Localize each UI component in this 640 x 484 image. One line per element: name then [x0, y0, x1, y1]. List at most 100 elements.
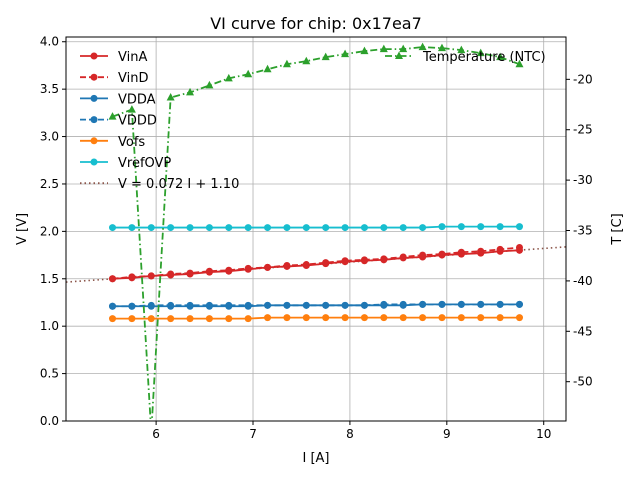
y-tick-label: 4.0	[40, 35, 59, 49]
y-tick-label: 0.5	[40, 367, 59, 381]
temperature-point	[321, 52, 330, 61]
data-point-vrefovp	[109, 224, 117, 232]
data-point-vind	[302, 261, 310, 269]
temperature-point	[127, 105, 136, 113]
data-point-vddd	[477, 300, 485, 308]
data-point-vofs	[205, 315, 213, 323]
data-point-vind	[264, 263, 272, 271]
data-point-vrefovp	[205, 224, 213, 232]
data-point-vrefovp	[128, 224, 136, 232]
y-axis-right-label: T [C]	[610, 213, 625, 245]
series-line-vddd	[112, 303, 520, 308]
data-point-vind	[399, 253, 407, 261]
data-point-vddd	[128, 302, 136, 310]
data-point-vofs	[380, 314, 388, 322]
y-right-tick-label: -40	[573, 274, 593, 288]
data-point-vddd	[419, 300, 427, 308]
data-point-vind	[147, 272, 155, 280]
legend-marker-vind	[90, 73, 98, 81]
data-point-vind	[186, 269, 194, 277]
legend-label-vrefovp: VrefOVP	[118, 156, 171, 171]
y-tick-label: 2.5	[40, 177, 59, 191]
data-point-vddd	[109, 302, 117, 310]
data-point-vofs	[477, 314, 485, 322]
data-point-vddd	[360, 301, 368, 309]
y-tick-label: 1.0	[40, 319, 59, 333]
data-point-vofs	[283, 314, 291, 322]
data-point-vrefovp	[244, 224, 252, 232]
data-point-vind	[225, 266, 233, 274]
data-point-vrefovp	[225, 224, 233, 232]
temperature-point	[205, 80, 214, 89]
data-point-vind	[419, 251, 427, 259]
series-line-vofs	[112, 316, 520, 320]
data-point-vofs	[128, 315, 136, 323]
temperature-point	[476, 48, 485, 57]
x-axis-label: I [A]	[302, 451, 329, 466]
data-point-vind	[380, 255, 388, 263]
temperature-point	[399, 44, 408, 53]
temperature-point	[437, 43, 446, 52]
temperature-point	[302, 56, 311, 65]
data-point-vrefovp	[380, 224, 388, 232]
legend-label-vina: VinA	[118, 50, 147, 65]
data-point-vind	[341, 257, 349, 265]
data-point-vddd	[457, 300, 465, 308]
data-point-vofs	[244, 315, 252, 323]
data-point-vddd	[186, 301, 194, 309]
data-point-vofs	[399, 314, 407, 322]
data-point-vind	[167, 270, 175, 278]
data-point-vofs	[264, 314, 272, 322]
y-right-tick-label: -30	[573, 173, 593, 187]
x-tick-label: 8	[346, 427, 354, 441]
data-point-vddd	[147, 301, 155, 309]
data-point-vind	[477, 247, 485, 255]
plot-frame	[65, 36, 567, 422]
x-tick-label: 7	[249, 427, 257, 441]
data-point-vrefovp	[264, 224, 272, 232]
data-point-vofs	[225, 315, 233, 323]
data-point-vind	[515, 243, 523, 251]
data-point-vrefovp	[477, 223, 485, 231]
data-point-vddd	[302, 301, 310, 309]
x-tick-label: 9	[443, 427, 451, 441]
data-point-vind	[360, 256, 368, 264]
data-point-vrefovp	[341, 224, 349, 232]
data-point-vddd	[515, 300, 523, 308]
series-line-vrefovp	[112, 225, 520, 229]
x-tick-label: 6	[152, 427, 160, 441]
data-point-vrefovp	[438, 223, 446, 231]
temperature-line	[112, 46, 520, 421]
temperature-point	[457, 45, 466, 54]
data-point-vrefovp	[399, 224, 407, 232]
temperature-point	[341, 49, 350, 58]
data-point-vrefovp	[283, 224, 291, 232]
data-point-vddd	[341, 301, 349, 309]
y-tick-label: 3.0	[40, 130, 59, 144]
temperature-point	[108, 112, 117, 120]
data-point-vddd	[167, 301, 175, 309]
data-point-vddd	[380, 300, 388, 308]
y-axis-label: V [V]	[15, 213, 30, 245]
y-tick-label: 3.5	[40, 82, 59, 96]
temperature-point	[224, 73, 233, 82]
data-point-vind	[205, 267, 213, 275]
legend-label-fit: V = 0.072 I + 1.10	[118, 177, 239, 192]
data-point-vddd	[283, 301, 291, 309]
x-tick-label: 10	[536, 427, 551, 441]
data-point-vddd	[322, 301, 330, 309]
data-point-vind	[322, 259, 330, 267]
legend-marker-vddd	[90, 116, 98, 124]
data-point-vind	[438, 250, 446, 258]
data-point-vrefovp	[302, 224, 310, 232]
temperature-point	[186, 87, 195, 96]
legend-label-vdda: VDDA	[118, 92, 156, 107]
temperature-point	[166, 92, 175, 101]
series-line-vina	[112, 249, 520, 280]
legend-marker-vofs	[90, 137, 98, 145]
data-point-vrefovp	[322, 224, 330, 232]
series-line-vind	[112, 246, 520, 280]
data-point-vddd	[496, 300, 504, 308]
